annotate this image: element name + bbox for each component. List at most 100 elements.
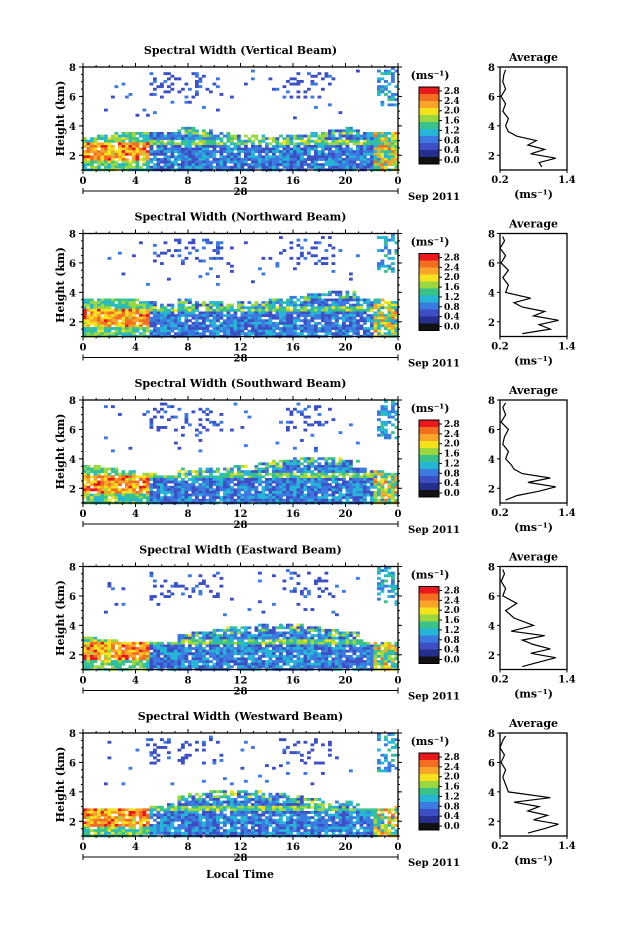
heatmap-cell	[188, 158, 192, 161]
heatmap-cell	[331, 246, 336, 250]
heatmap-cell	[370, 319, 374, 323]
heatmap-cell	[335, 488, 339, 492]
day-label: 28	[234, 354, 248, 365]
heatmap-cell	[212, 152, 217, 156]
heatmap-cell	[195, 584, 199, 588]
heatmap-cell	[195, 327, 199, 330]
heatmap-cell	[317, 145, 322, 148]
colorbar-segment	[419, 143, 439, 151]
x-tick-label: 0	[80, 176, 87, 187]
heatmap-cell	[370, 493, 374, 497]
heatmap-cell	[128, 142, 133, 146]
colorbar-frame	[418, 86, 440, 165]
heatmap-cell	[139, 327, 143, 330]
heatmap-cell	[342, 459, 346, 463]
heatmap-cell	[163, 649, 168, 653]
heatmap-cell	[86, 147, 91, 151]
heatmap-cell	[335, 165, 339, 169]
heatmap-cell	[296, 163, 301, 167]
heatmap-cell	[258, 491, 262, 494]
heatmap-cell	[380, 236, 385, 239]
heatmap-cell	[328, 145, 332, 148]
heatmap-cell	[254, 332, 259, 336]
heatmap-cell	[328, 243, 332, 247]
heatmap-cell	[202, 106, 206, 109]
heatmap-cell	[380, 142, 385, 146]
heatmap-cell	[380, 139, 385, 143]
heatmap-cell	[107, 165, 112, 169]
heatmap-cell	[142, 314, 147, 317]
heatmap-cell	[268, 150, 273, 154]
heatmap-cell	[174, 77, 178, 81]
heatmap-cell	[345, 139, 350, 143]
heatmap-cell	[331, 478, 336, 481]
heatmap-cell	[223, 321, 227, 325]
panel-3: Spectral Width (Southward Beam)2468Heigh…	[54, 377, 576, 536]
colorbar-tick-label: 2.4	[444, 263, 460, 273]
heatmap-cell	[149, 478, 154, 481]
heatmap-cell	[314, 407, 318, 411]
heatmap-cell	[370, 498, 374, 502]
heatmap-cell	[146, 660, 150, 663]
heatmap-cell	[202, 145, 206, 148]
heatmap-cell	[216, 660, 220, 663]
heatmap-cell	[380, 145, 385, 148]
heatmap-cell	[328, 493, 332, 497]
heatmap-cell	[198, 657, 203, 661]
heatmap-cell	[282, 470, 287, 474]
heatmap-cell	[230, 467, 234, 471]
heatmap-cell	[342, 308, 346, 312]
heatmap-cell	[114, 303, 119, 307]
heatmap-cell	[265, 493, 269, 497]
heatmap-cell	[387, 303, 392, 307]
heatmap-cell	[258, 316, 262, 320]
heatmap-cell	[93, 496, 98, 500]
heatmap-cell	[188, 488, 192, 492]
heatmap-cell	[300, 329, 304, 333]
heatmap-cell	[370, 301, 374, 304]
heatmap-cell	[93, 308, 98, 312]
heatmap-cell	[300, 137, 304, 141]
heatmap-cell	[125, 472, 129, 476]
heatmap-cell	[107, 324, 112, 328]
heatmap-cell	[338, 249, 343, 252]
heatmap-cell	[335, 496, 339, 500]
heatmap-cell	[244, 163, 248, 167]
heatmap-cell	[314, 472, 318, 476]
heatmap-cell	[125, 647, 129, 650]
heatmap-cell	[209, 665, 213, 669]
heatmap-cell	[118, 163, 122, 167]
colorbar-tick-label: 2.8	[444, 420, 460, 430]
heatmap-cell	[212, 249, 217, 252]
heatmap-cell	[202, 657, 206, 661]
heatmap-cell	[254, 478, 259, 481]
heatmap-cell	[153, 163, 157, 167]
heatmap-cell	[324, 467, 329, 471]
heatmap-cell	[219, 160, 224, 164]
heatmap-cell	[391, 306, 395, 310]
heatmap-cell	[97, 308, 101, 312]
average-title: Average	[508, 51, 558, 64]
heatmap-cell	[373, 152, 378, 156]
heatmap-cell	[205, 142, 210, 146]
heatmap-cell	[310, 491, 315, 494]
heatmap-cell	[219, 308, 224, 312]
heatmap-cell	[237, 327, 241, 330]
heatmap-cell	[233, 155, 238, 159]
colorbar-tick-label: 0.8	[444, 469, 460, 479]
heatmap-cell	[268, 314, 273, 317]
heatmap-cell	[237, 145, 241, 148]
heatmap-cell	[300, 475, 304, 479]
heatmap-cell	[324, 311, 329, 315]
heatmap-cell	[205, 657, 210, 661]
heatmap-cell	[377, 332, 381, 336]
heatmap-cell	[132, 306, 136, 310]
heatmap-cell	[321, 483, 325, 487]
heatmap-cell	[114, 493, 119, 497]
heatmap-cell	[174, 319, 178, 323]
heatmap-cell	[237, 142, 241, 146]
heatmap-cell	[118, 652, 122, 656]
heatmap-cell	[142, 316, 147, 320]
heatmap-cell	[254, 314, 259, 317]
heatmap-cell	[310, 459, 315, 463]
